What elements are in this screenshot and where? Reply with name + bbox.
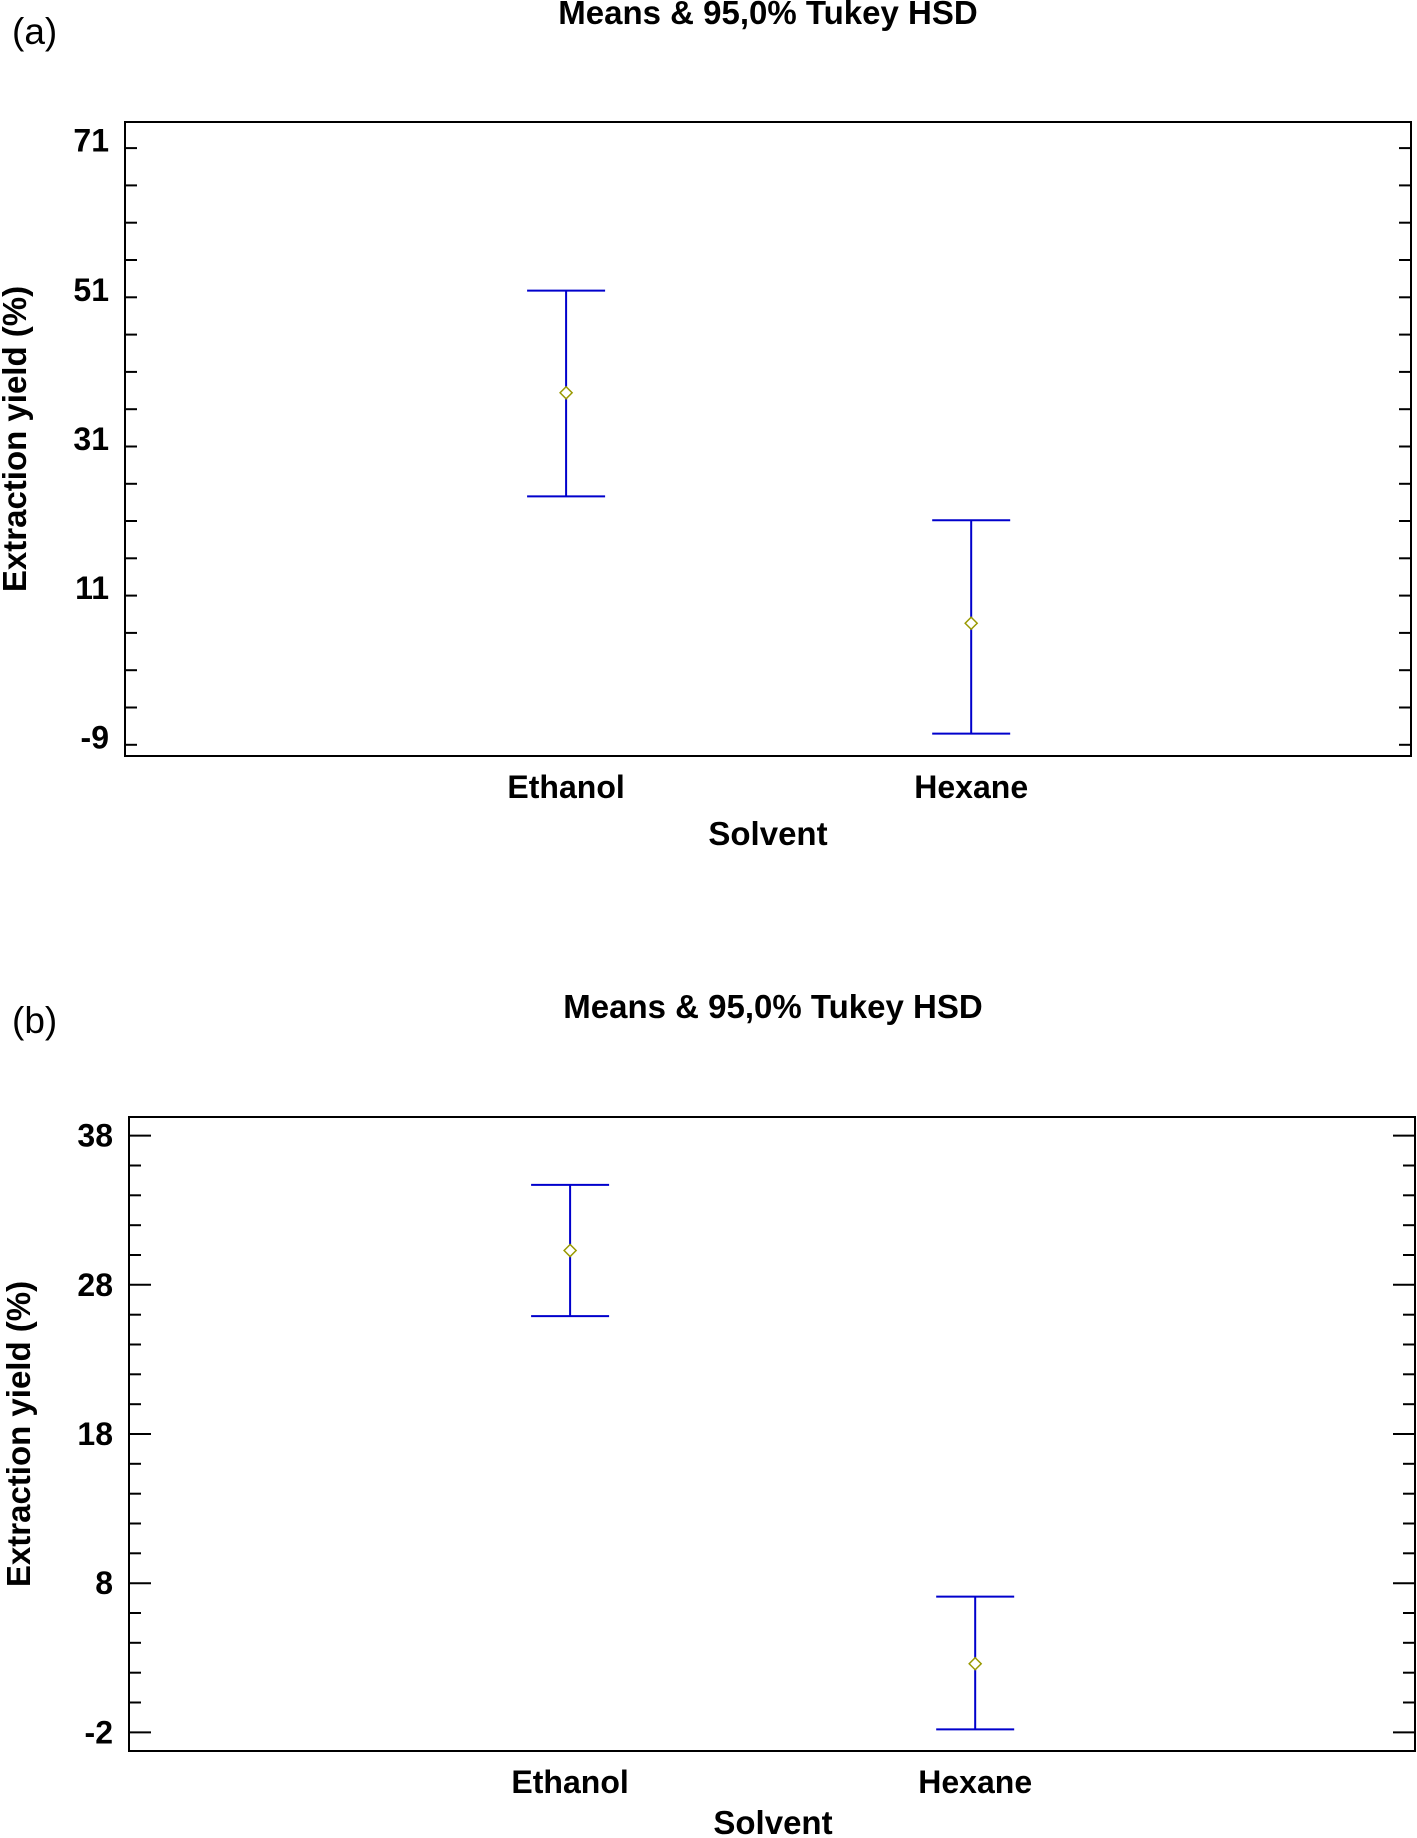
- y-axis-label-a: Extraction yield (%): [0, 286, 33, 592]
- y-tick-label-b: 8: [95, 1565, 113, 1601]
- chart-title-b: Means & 95,0% Tukey HSD: [563, 988, 982, 1025]
- y-tick-label-b: 28: [77, 1267, 113, 1303]
- y-axis-label-b: Extraction yield (%): [0, 1281, 37, 1587]
- interval-marks-a: [527, 289, 1011, 735]
- chart-title-a: Means & 95,0% Tukey HSD: [558, 0, 977, 31]
- interval-marks-b: [531, 1183, 1015, 1731]
- chart-panel-a: (a) Means & 95,0% Tukey HSD -9 11 31 51 71 E…: [0, 0, 1412, 852]
- y-tick-label-a: -9: [81, 719, 109, 755]
- plot-frame-b: [128, 1116, 1416, 1752]
- mean-marker-ethanol-a: [559, 385, 574, 400]
- x-tick-label-ethanol-b: Ethanol: [511, 1764, 628, 1800]
- mean-marker-ethanol-b: [563, 1243, 578, 1258]
- x-tick-label-hexane-a: Hexane: [914, 769, 1028, 805]
- plot-frame-a: [124, 121, 1412, 757]
- x-axis-label-b: Solvent: [713, 1804, 832, 1838]
- y-tick-label-a: 51: [73, 272, 109, 308]
- y-tick-label-a: 71: [73, 123, 109, 159]
- x-tick-label-hexane-b: Hexane: [918, 1764, 1032, 1800]
- y-tick-label-b: -2: [85, 1714, 113, 1750]
- x-tick-label-ethanol-a: Ethanol: [507, 769, 624, 805]
- x-tick-labels-b: Ethanol Hexane: [511, 1764, 1032, 1800]
- panel-label-b: (b): [12, 1000, 57, 1041]
- x-axis-label-a: Solvent: [708, 815, 827, 852]
- mean-marker-hexane-a: [964, 616, 979, 631]
- y-ticks-b: -2 8 18 28 38: [77, 1118, 1415, 1750]
- y-tick-label-b: 38: [77, 1118, 113, 1154]
- mean-marker-hexane-b: [968, 1656, 983, 1671]
- chart-panel-b: (b) Means & 95,0% Tukey HSD -2 8 18 28 38 Et…: [0, 988, 1416, 1838]
- y-ticks-a: -9 11 31 51 71: [73, 123, 1411, 755]
- y-tick-label-a: 31: [73, 421, 109, 457]
- y-tick-label-b: 18: [77, 1416, 113, 1452]
- x-tick-labels-a: Ethanol Hexane: [507, 769, 1028, 805]
- panel-label-a: (a): [12, 11, 57, 52]
- y-tick-label-a: 11: [75, 570, 109, 606]
